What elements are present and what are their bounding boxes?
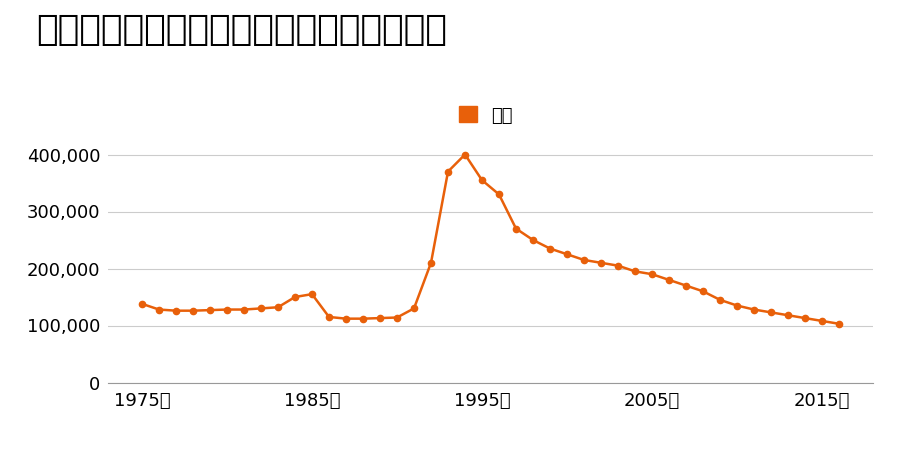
価格 xyxy=(680,283,691,288)
価格 xyxy=(833,321,844,327)
Legend: 価格: 価格 xyxy=(452,99,520,132)
価格 xyxy=(766,310,777,315)
価格 xyxy=(204,307,215,313)
価格 xyxy=(154,307,165,312)
価格 xyxy=(630,269,641,274)
価格 xyxy=(443,169,454,174)
価格 xyxy=(460,152,471,157)
価格 xyxy=(613,263,624,268)
価格 xyxy=(171,308,182,313)
価格 xyxy=(527,237,538,243)
価格 xyxy=(477,177,488,183)
価格 xyxy=(187,308,198,313)
価格 xyxy=(562,252,572,257)
価格 xyxy=(374,315,385,321)
価格 xyxy=(698,288,708,294)
Line: 価格: 価格 xyxy=(139,151,842,327)
価格 xyxy=(409,306,419,311)
価格 xyxy=(324,314,335,319)
価格 xyxy=(221,307,232,312)
価格 xyxy=(273,305,284,310)
価格 xyxy=(663,277,674,283)
価格 xyxy=(799,315,810,321)
価格 xyxy=(596,260,607,265)
価格 xyxy=(783,313,794,318)
価格 xyxy=(579,257,590,263)
価格 xyxy=(392,315,402,320)
価格 xyxy=(715,297,725,302)
価格 xyxy=(357,316,368,321)
価格 xyxy=(307,292,318,297)
価格 xyxy=(137,301,148,306)
価格 xyxy=(493,192,504,197)
Text: 広島県福山市霧町３丁目５７番の地価推移: 広島県福山市霧町３丁目５７番の地価推移 xyxy=(36,14,447,48)
価格 xyxy=(256,306,266,311)
価格 xyxy=(732,303,742,308)
価格 xyxy=(544,246,555,251)
価格 xyxy=(749,307,760,312)
価格 xyxy=(238,307,249,312)
価格 xyxy=(510,226,521,231)
価格 xyxy=(426,260,436,265)
価格 xyxy=(646,271,657,277)
価格 xyxy=(290,294,301,300)
価格 xyxy=(340,316,351,321)
価格 xyxy=(816,318,827,324)
